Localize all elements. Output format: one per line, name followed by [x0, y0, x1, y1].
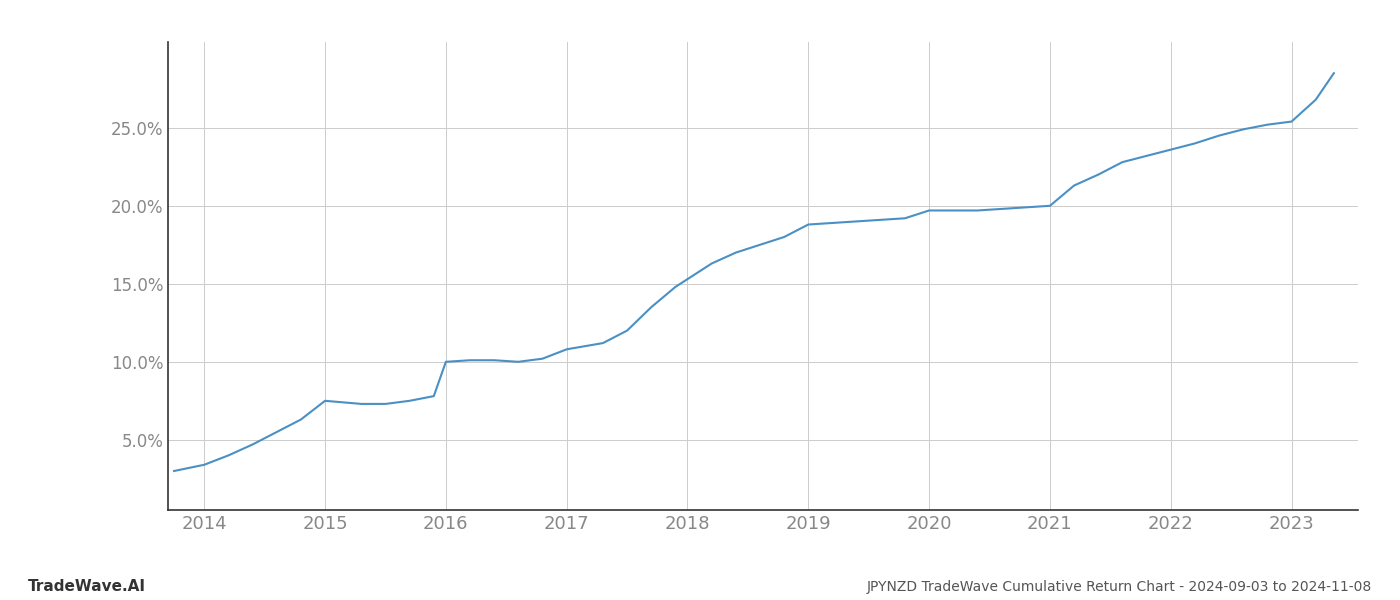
Text: TradeWave.AI: TradeWave.AI — [28, 579, 146, 594]
Text: JPYNZD TradeWave Cumulative Return Chart - 2024-09-03 to 2024-11-08: JPYNZD TradeWave Cumulative Return Chart… — [867, 580, 1372, 594]
